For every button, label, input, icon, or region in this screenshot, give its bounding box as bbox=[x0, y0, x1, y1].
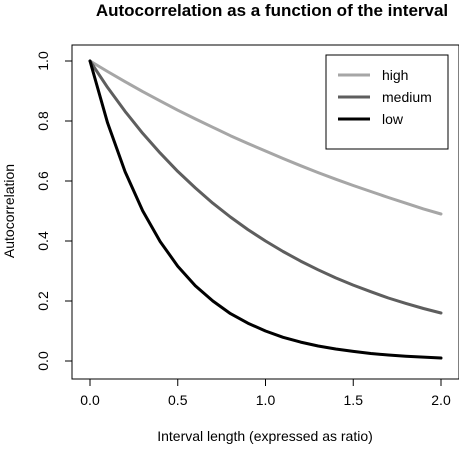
y-axis-label: Autocorrelation bbox=[1, 164, 17, 258]
x-axis: 0.0 0.5 1.0 1.5 2.0 bbox=[80, 378, 451, 408]
x-axis-label: Interval length (expressed as ratio) bbox=[157, 428, 373, 444]
x-tick-label: 1.0 bbox=[256, 392, 276, 408]
x-tick-label: 0.0 bbox=[80, 392, 100, 408]
x-tick-label: 2.0 bbox=[431, 392, 451, 408]
x-tick-label: 0.5 bbox=[168, 392, 188, 408]
series-line-low bbox=[88, 59, 443, 360]
legend-box bbox=[325, 54, 449, 150]
legend-label-low: low bbox=[382, 111, 404, 127]
y-axis: 0.0 0.2 0.4 0.6 0.8 1.0 bbox=[35, 51, 73, 371]
chart-title: Autocorrelation as a function of the int… bbox=[96, 1, 448, 20]
legend: high medium low bbox=[325, 54, 449, 150]
y-tick-label: 0.8 bbox=[35, 111, 51, 131]
legend-label-medium: medium bbox=[382, 89, 432, 105]
y-tick-label: 0.0 bbox=[35, 351, 51, 371]
y-tick-label: 0.4 bbox=[35, 231, 51, 251]
y-tick-label: 0.2 bbox=[35, 291, 51, 311]
series-line-medium bbox=[88, 59, 443, 315]
y-tick-label: 1.0 bbox=[35, 51, 51, 71]
series-line-high bbox=[88, 59, 443, 216]
x-tick-label: 1.5 bbox=[344, 392, 364, 408]
legend-label-high: high bbox=[382, 67, 408, 83]
y-tick-label: 0.6 bbox=[35, 171, 51, 191]
series-layer bbox=[88, 59, 443, 360]
